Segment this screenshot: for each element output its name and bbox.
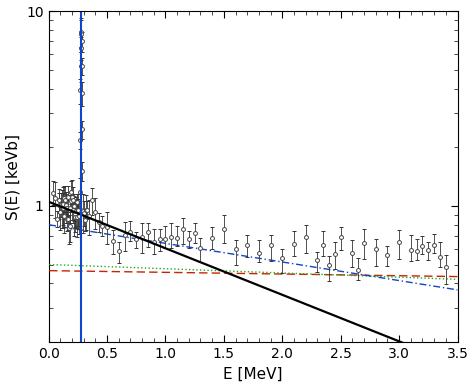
- X-axis label: E [MeV]: E [MeV]: [223, 366, 283, 382]
- Y-axis label: S(E) [keVb]: S(E) [keVb]: [6, 134, 20, 219]
